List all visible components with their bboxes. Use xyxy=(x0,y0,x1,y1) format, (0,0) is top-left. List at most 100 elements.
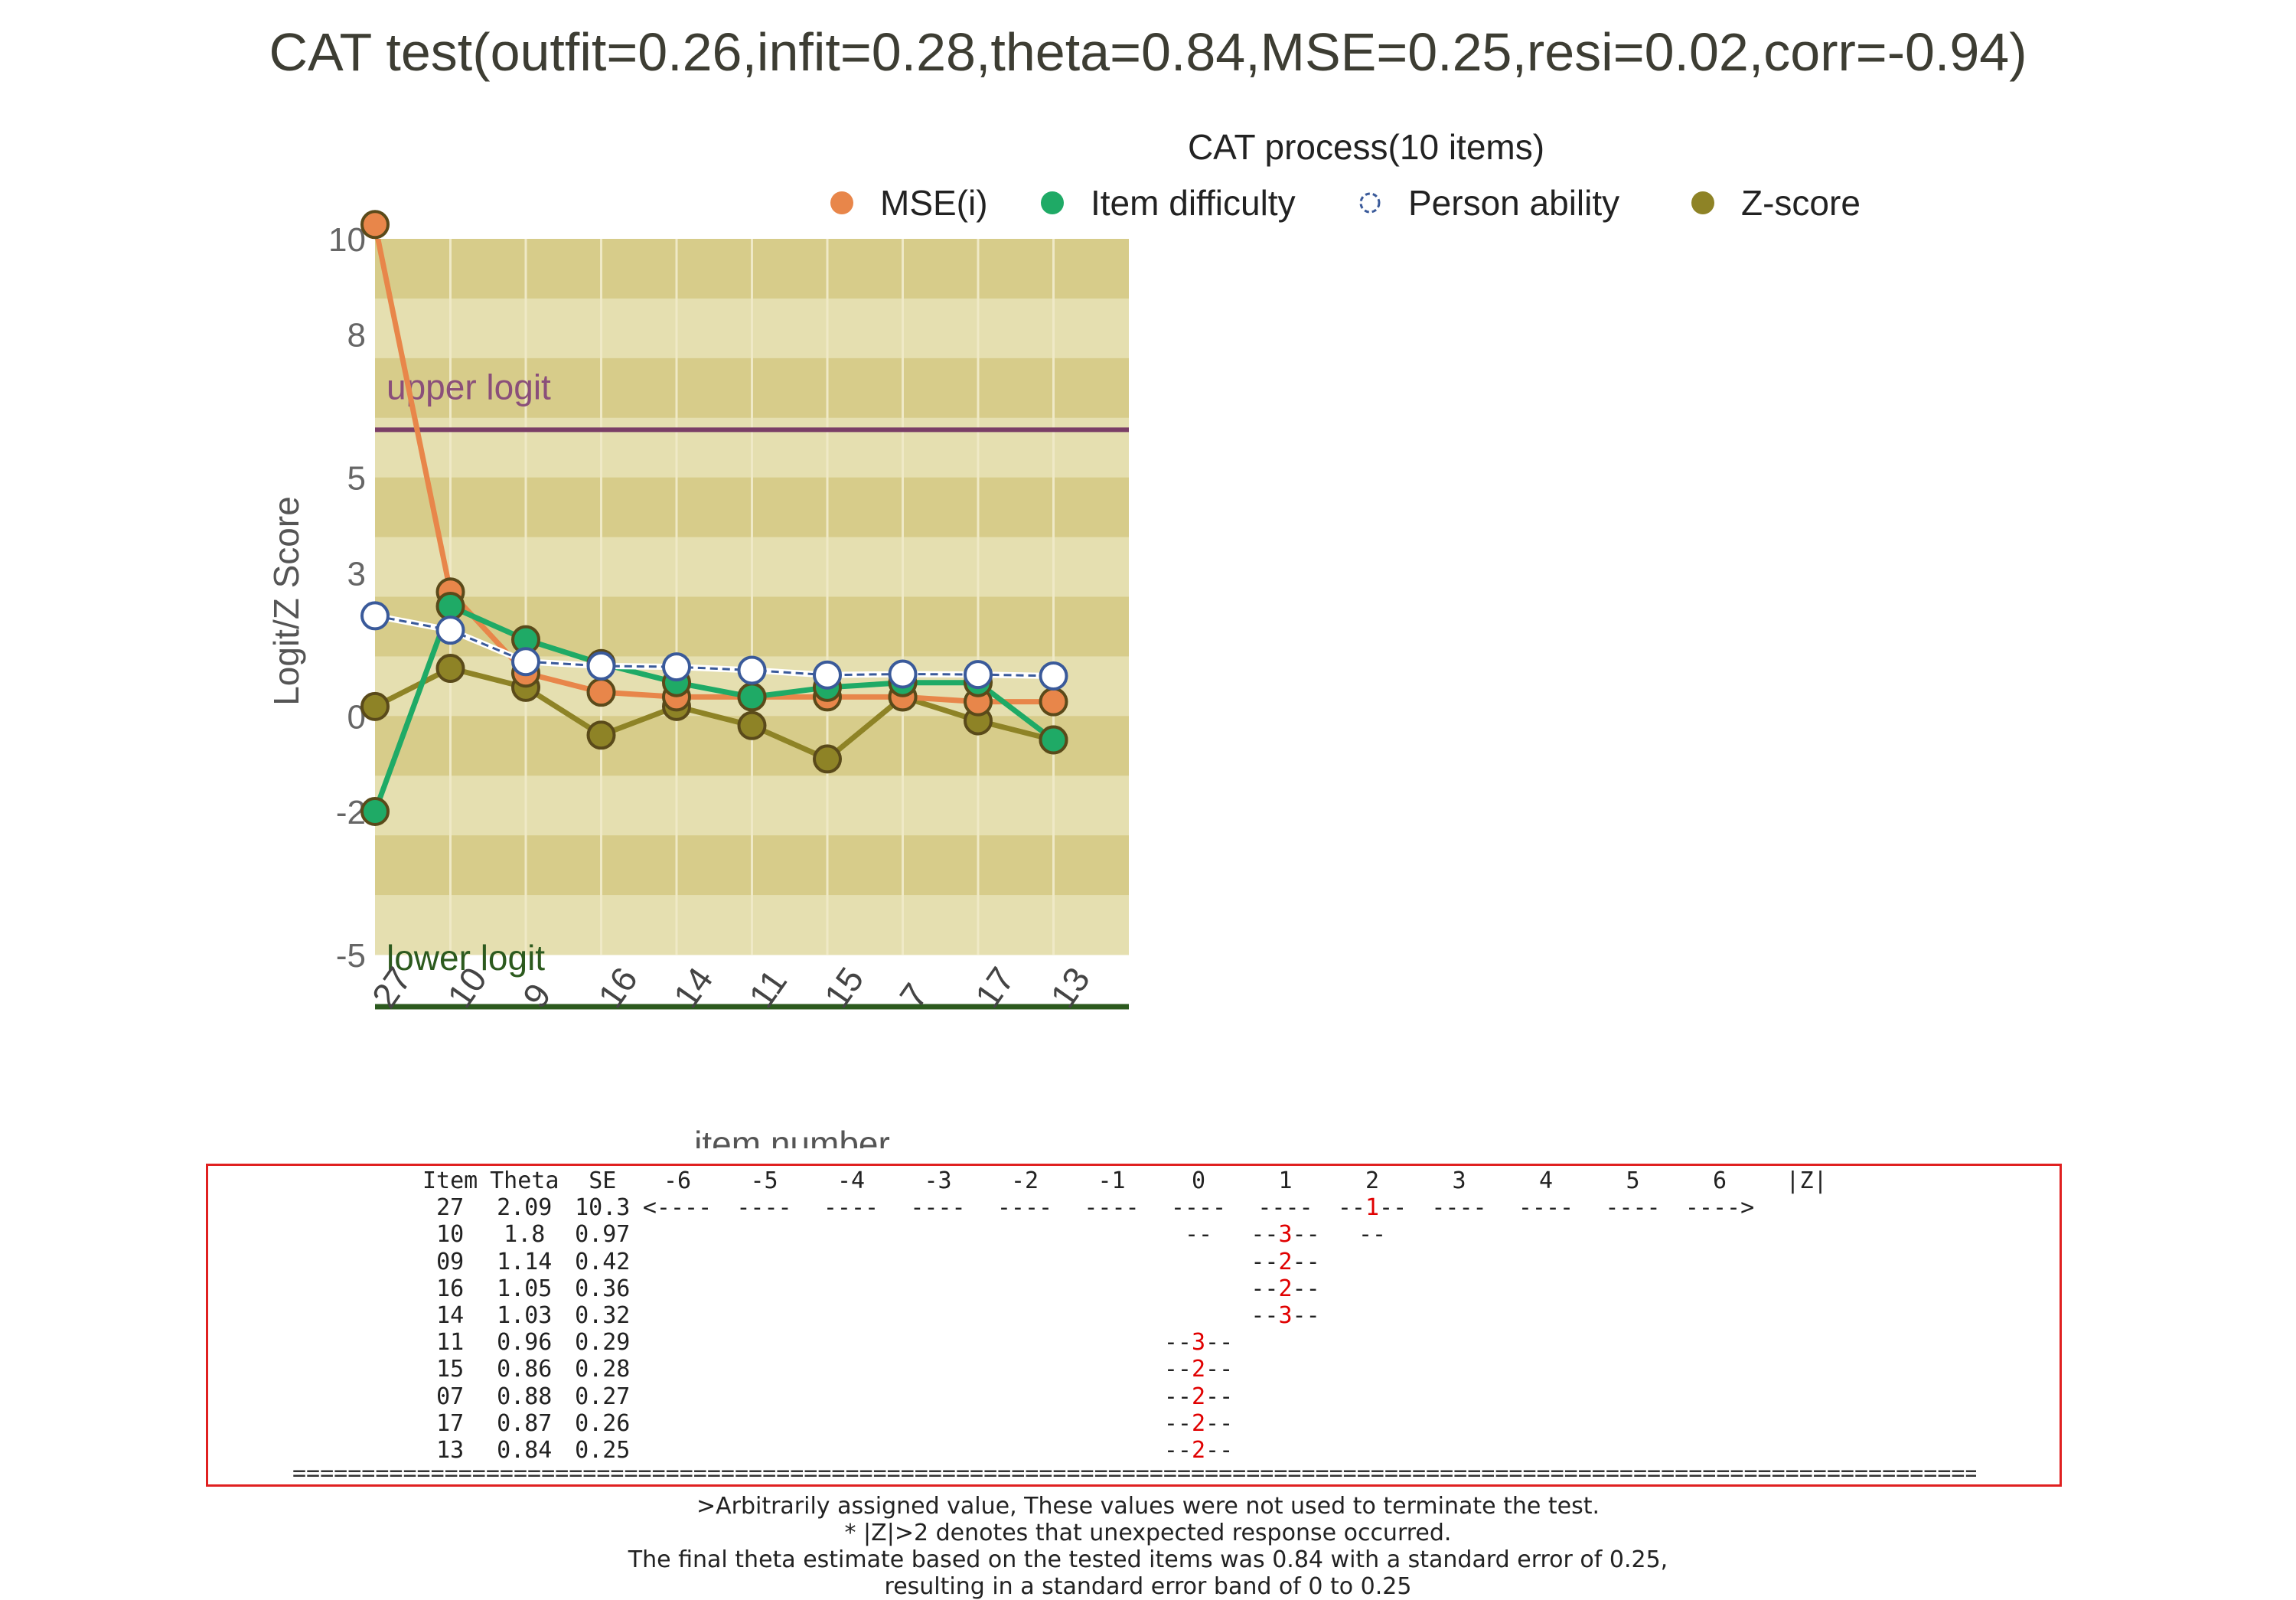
report-cell xyxy=(1676,1275,1763,1302)
report-cell: -1 xyxy=(1097,1167,1126,1195)
legend: MSE(i) Item difficulty Person ability Z-sco… xyxy=(830,183,1861,223)
report-cell xyxy=(807,1410,895,1437)
report-cell: 1.8 xyxy=(504,1221,546,1249)
upper-logit-label: upper logit xyxy=(386,367,551,407)
report-cell: 0.42 xyxy=(575,1248,631,1275)
table-row: 14 1.03 0.32 --3-- xyxy=(422,1302,1850,1329)
data-point xyxy=(813,744,842,774)
report-cell xyxy=(634,1249,721,1275)
report-cell xyxy=(807,1356,895,1383)
report-cell: --1-- xyxy=(1337,1194,1407,1222)
report-cell xyxy=(721,1356,808,1383)
report-cell xyxy=(1155,1275,1242,1302)
report-cell xyxy=(1502,1249,1590,1275)
report-cell: 13 xyxy=(436,1436,465,1464)
table-row: 17 0.87 0.26 --2-- xyxy=(422,1410,1850,1437)
report-cell xyxy=(634,1356,721,1383)
report-cell xyxy=(895,1249,982,1275)
report-cell: ----> xyxy=(1684,1194,1755,1222)
data-point xyxy=(964,660,993,690)
report-rule: ========================================… xyxy=(292,1460,1976,1487)
report-cell: 07 xyxy=(436,1383,465,1410)
report-cell xyxy=(807,1275,895,1302)
report-cell xyxy=(1242,1329,1329,1356)
report-cell: -6 xyxy=(663,1167,692,1195)
report-cell: --2-- xyxy=(1163,1409,1234,1437)
report-cell: ---- xyxy=(1170,1194,1227,1222)
report-cell: 0.32 xyxy=(575,1302,631,1330)
report-cell: ---- xyxy=(736,1194,792,1222)
report-cell: 5 xyxy=(1626,1167,1640,1195)
report-cell xyxy=(981,1410,1068,1437)
data-point xyxy=(360,797,390,826)
report-cell: 6 xyxy=(1712,1167,1727,1195)
report-cell xyxy=(895,1302,982,1329)
report-cell: -4 xyxy=(837,1167,866,1195)
report-cell xyxy=(981,1383,1068,1410)
report-cell: -3 xyxy=(924,1167,952,1195)
report-cell: --2-- xyxy=(1251,1275,1320,1302)
report-cell xyxy=(1590,1249,1677,1275)
report-cell: 14 xyxy=(436,1302,465,1330)
report-cell xyxy=(1416,1302,1503,1329)
data-point xyxy=(1039,687,1068,717)
report-cell xyxy=(1502,1383,1590,1410)
report-cell: 0.84 xyxy=(497,1436,553,1464)
report-cell xyxy=(721,1221,808,1248)
report-cell xyxy=(1242,1410,1329,1437)
report-cell xyxy=(981,1249,1068,1275)
x-axis-label: item number xyxy=(694,1124,890,1148)
report-cell: 0.96 xyxy=(497,1329,553,1357)
report-cell: --2-- xyxy=(1163,1356,1234,1383)
report-cell xyxy=(1068,1221,1156,1248)
data-point xyxy=(586,678,616,707)
report-cell: 0.87 xyxy=(497,1409,553,1437)
legend-marker xyxy=(1041,191,1064,214)
report-cell: 0.27 xyxy=(575,1383,631,1410)
report-cell: 16 xyxy=(436,1275,465,1302)
report-cell: 10 xyxy=(436,1221,465,1249)
legend-label: Item difficulty xyxy=(1091,183,1296,223)
report-cell xyxy=(1763,1221,1851,1248)
report-cell xyxy=(1590,1275,1677,1302)
report-cell: --2-- xyxy=(1251,1248,1320,1275)
report-cell xyxy=(634,1410,721,1437)
report-cell xyxy=(1068,1356,1156,1383)
report-cell: ---- xyxy=(1431,1194,1487,1222)
data-point xyxy=(1039,725,1068,755)
report-cell xyxy=(1068,1383,1156,1410)
report-cell xyxy=(1155,1249,1242,1275)
report-cell: -5 xyxy=(750,1167,778,1195)
note-line: >Arbitrarily assigned value, These value… xyxy=(696,1493,1600,1520)
report-cell: 11 xyxy=(436,1329,465,1357)
report-cell: 0.25 xyxy=(575,1436,631,1464)
report-cell xyxy=(634,1275,721,1302)
report-table: Item Theta SE -6 -5 -4 -3 -2 -1 0 1 2 3 4 5 6 |Z| 27 2.09 1… xyxy=(422,1167,1850,1464)
report-cell xyxy=(1242,1356,1329,1383)
report-cell: 2 xyxy=(1365,1167,1380,1195)
report-cell xyxy=(1676,1221,1763,1248)
report-cell: --3-- xyxy=(1251,1302,1320,1330)
note-line: * |Z|>2 denotes that unexpected response… xyxy=(844,1520,1452,1546)
report-cell xyxy=(1763,1410,1851,1437)
report-cell xyxy=(1068,1410,1156,1437)
y-tick-label: -5 xyxy=(336,937,366,975)
report-cell xyxy=(807,1249,895,1275)
report-cell xyxy=(721,1249,808,1275)
report-cell xyxy=(1676,1249,1763,1275)
report-cell xyxy=(895,1329,982,1356)
report-cell xyxy=(981,1275,1068,1302)
report-cell xyxy=(1676,1383,1763,1410)
legend-label: Z-score xyxy=(1741,183,1861,223)
legend-label: MSE(i) xyxy=(880,183,988,223)
report-cell: 15 xyxy=(436,1356,465,1383)
report-cell: 3 xyxy=(1452,1167,1466,1195)
table-row: 27 2.09 10.3 <---- ---- ---- ---- ---- ---- ---- -… xyxy=(422,1194,1850,1221)
report-cell xyxy=(895,1410,982,1437)
report-cell: SE xyxy=(589,1167,617,1195)
report-cell: 0.86 xyxy=(497,1356,553,1383)
report-cell xyxy=(807,1329,895,1356)
report-cell: 09 xyxy=(436,1248,465,1275)
report-cell: ---- xyxy=(823,1194,879,1222)
report-cell xyxy=(895,1383,982,1410)
